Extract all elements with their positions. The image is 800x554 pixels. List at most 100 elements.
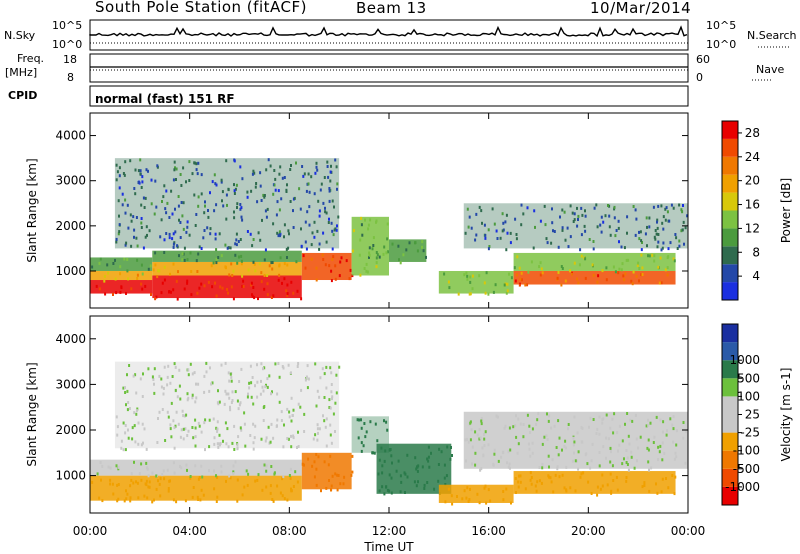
heatmap-cell bbox=[303, 172, 306, 176]
heatmap-cell bbox=[665, 477, 667, 480]
heatmap-cell bbox=[217, 389, 219, 393]
heatmap-cell bbox=[140, 217, 143, 220]
heatmap-cell bbox=[271, 390, 273, 394]
n-search-label: N.Search bbox=[747, 29, 797, 42]
heatmap-cell bbox=[141, 395, 144, 398]
heatmap-cell bbox=[515, 237, 518, 241]
heatmap-band bbox=[351, 216, 389, 276]
heatmap-cell bbox=[674, 451, 677, 455]
heatmap-cell bbox=[366, 270, 369, 274]
cpid-text: normal (fast) 151 RF bbox=[95, 92, 235, 106]
heatmap-cell bbox=[515, 435, 518, 439]
heatmap-cell bbox=[278, 264, 281, 268]
heatmap-cell bbox=[382, 252, 385, 256]
heatmap-cell bbox=[554, 473, 557, 477]
heatmap-cell bbox=[328, 187, 331, 190]
heatmap-cell bbox=[596, 485, 599, 489]
heatmap-cell bbox=[606, 483, 609, 487]
x-tick-label: 08:00 bbox=[272, 524, 307, 538]
heatmap-cell bbox=[626, 456, 629, 460]
heatmap-cell bbox=[624, 422, 626, 426]
heatmap-cell bbox=[497, 459, 500, 463]
heatmap-cell bbox=[540, 267, 543, 271]
heatmap-cell bbox=[330, 269, 333, 273]
heatmap-cell bbox=[334, 430, 336, 433]
heatmap-cell bbox=[95, 284, 98, 288]
heatmap-cell bbox=[155, 295, 158, 299]
heatmap-cell bbox=[588, 425, 590, 429]
heatmap-cell bbox=[609, 460, 612, 464]
heatmap-cell bbox=[141, 180, 144, 184]
heatmap-cell bbox=[369, 420, 372, 424]
heatmap-cell bbox=[414, 241, 417, 245]
heatmap-cell bbox=[336, 224, 338, 228]
heatmap-cell bbox=[621, 262, 624, 266]
heatmap-cell bbox=[186, 279, 189, 283]
heatmap-cell bbox=[125, 291, 127, 295]
heatmap-cell bbox=[265, 168, 268, 172]
heatmap-cell bbox=[596, 427, 599, 431]
heatmap-cell bbox=[104, 292, 107, 296]
heatmap-cell bbox=[327, 463, 330, 467]
heatmap-cell bbox=[203, 421, 206, 425]
heatmap-cell bbox=[193, 371, 196, 375]
heatmap-cell bbox=[215, 426, 218, 430]
heatmap-cell bbox=[257, 297, 259, 301]
heatmap-cell bbox=[608, 204, 611, 208]
heatmap-cell bbox=[681, 228, 684, 232]
heatmap-cell bbox=[487, 443, 490, 447]
heatmap-cell bbox=[103, 274, 106, 278]
heatmap-cell bbox=[118, 186, 121, 190]
heatmap-cell bbox=[621, 439, 624, 443]
heatmap-cell bbox=[231, 274, 234, 277]
heatmap-cell bbox=[250, 189, 253, 193]
heatmap-cell bbox=[186, 392, 189, 396]
heatmap-cell bbox=[267, 158, 270, 162]
heatmap-cell bbox=[265, 469, 268, 473]
heatmap-cell bbox=[390, 476, 393, 480]
heatmap-cell bbox=[514, 279, 517, 283]
heatmap-cell bbox=[546, 438, 549, 441]
heatmap-cell bbox=[670, 203, 673, 207]
noise-tick-bottom: 10^0 bbox=[52, 38, 82, 51]
heatmap-cell bbox=[587, 480, 590, 484]
heatmap-cell bbox=[358, 253, 361, 257]
heatmap-cell bbox=[638, 267, 641, 270]
heatmap-cell bbox=[601, 418, 604, 421]
colorbar-tick-label: 4 bbox=[752, 269, 760, 283]
heatmap-cell bbox=[323, 176, 326, 179]
heatmap-cell bbox=[339, 482, 342, 486]
heatmap-cell bbox=[293, 196, 296, 200]
heatmap-cell bbox=[639, 230, 642, 234]
heatmap-cell bbox=[141, 272, 144, 276]
heatmap-cell bbox=[336, 182, 339, 186]
heatmap-cell bbox=[308, 190, 311, 194]
heatmap-cell bbox=[630, 455, 633, 459]
heatmap-cell bbox=[148, 480, 151, 484]
heatmap-cell bbox=[483, 223, 486, 227]
heatmap-cell bbox=[564, 279, 567, 283]
heatmap-cell bbox=[233, 183, 235, 187]
heatmap-band bbox=[463, 203, 688, 249]
heatmap-cell bbox=[278, 172, 281, 176]
heatmap-cell bbox=[365, 262, 368, 266]
heatmap-cell bbox=[315, 453, 318, 456]
heatmap-cell bbox=[215, 294, 218, 298]
heatmap-cell bbox=[402, 253, 405, 257]
heatmap-cell bbox=[172, 245, 175, 249]
heatmap-cell bbox=[207, 215, 210, 219]
heatmap-cell bbox=[240, 206, 243, 210]
heatmap-cell bbox=[116, 483, 119, 487]
heatmap-cell bbox=[593, 206, 596, 210]
heatmap-band bbox=[438, 484, 514, 503]
heatmap-cell bbox=[235, 243, 238, 247]
heatmap-cell bbox=[321, 253, 324, 257]
heatmap-cell bbox=[300, 297, 303, 301]
heatmap-cell bbox=[246, 195, 249, 199]
heatmap-cell bbox=[502, 221, 505, 225]
heatmap-cell bbox=[172, 178, 175, 182]
heatmap-cell bbox=[320, 489, 322, 493]
heatmap-cell bbox=[116, 425, 119, 429]
heatmap-cell bbox=[330, 221, 333, 225]
heatmap-cell bbox=[272, 294, 275, 298]
